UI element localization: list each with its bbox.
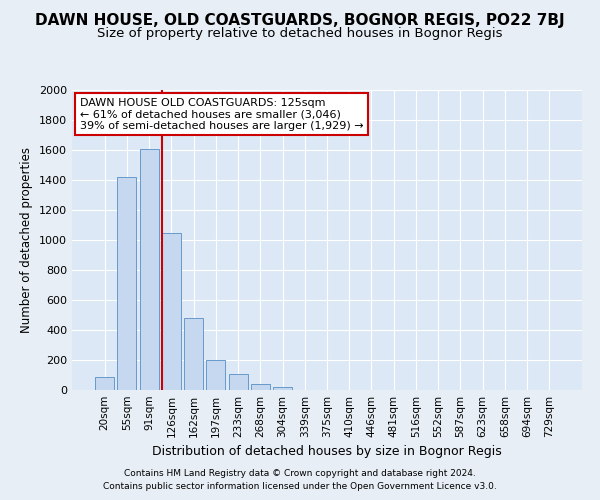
Bar — [118, 177, 136, 390]
Bar — [140, 148, 158, 390]
Text: DAWN HOUSE, OLD COASTGUARDS, BOGNOR REGIS, PO22 7BJ: DAWN HOUSE, OLD COASTGUARDS, BOGNOR REGI… — [35, 12, 565, 28]
Text: Contains HM Land Registry data © Crown copyright and database right 2024.: Contains HM Land Registry data © Crown c… — [124, 468, 476, 477]
X-axis label: Distribution of detached houses by size in Bognor Regis: Distribution of detached houses by size … — [152, 446, 502, 458]
Text: DAWN HOUSE OLD COASTGUARDS: 125sqm
← 61% of detached houses are smaller (3,046)
: DAWN HOUSE OLD COASTGUARDS: 125sqm ← 61%… — [80, 98, 363, 130]
Bar — [206, 360, 225, 390]
Bar — [184, 318, 203, 390]
Bar — [95, 377, 114, 390]
Bar — [251, 384, 270, 390]
Bar — [162, 232, 181, 390]
Y-axis label: Number of detached properties: Number of detached properties — [20, 147, 34, 333]
Bar — [229, 374, 248, 390]
Text: Contains public sector information licensed under the Open Government Licence v3: Contains public sector information licen… — [103, 482, 497, 491]
Bar — [273, 387, 292, 390]
Text: Size of property relative to detached houses in Bognor Regis: Size of property relative to detached ho… — [97, 28, 503, 40]
